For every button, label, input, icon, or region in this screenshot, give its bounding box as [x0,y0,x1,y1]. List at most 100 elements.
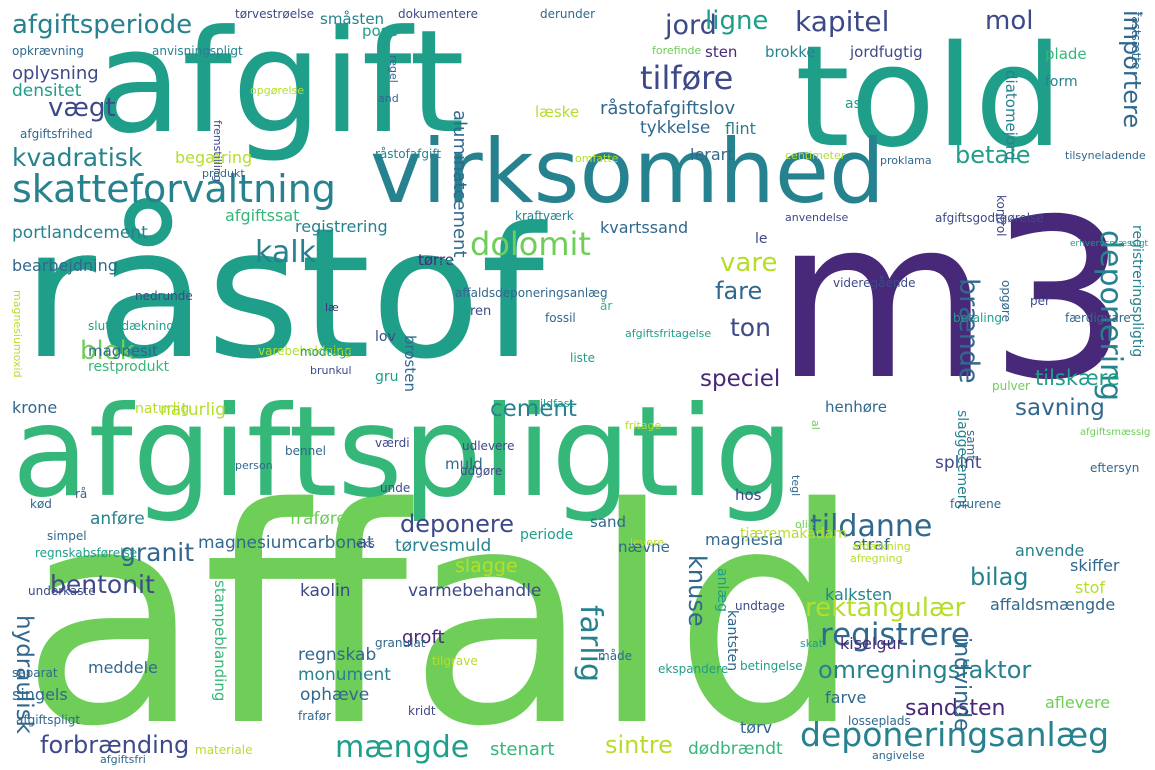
word-14: dolomit [470,225,591,263]
word-74: monument [298,665,391,685]
word-8: skatteforvaltning [12,167,336,211]
word-41: rektangulær [805,593,966,623]
word-51: bearbejdning [12,256,118,275]
word-141: kontrol [994,195,1008,237]
word-46: sandsten [905,696,1006,721]
word-68: fraføre [290,509,347,529]
word-115: periode [520,527,574,543]
word-9: afgiftsperiode [12,10,193,40]
word-80: stampeblanding [211,580,229,702]
word-54: aluminatcement [449,110,470,258]
word-105: pose [362,22,398,40]
word-98: sten [705,43,738,61]
word-84: stof [1075,578,1106,597]
word-200: afgiftsfri [100,753,146,766]
word-72: groft [402,627,445,648]
word-35: bentonit [50,570,155,599]
word-49: densitet [12,81,82,101]
word-143: art [437,256,454,270]
word-166: afgiftsmæssig [1080,427,1151,438]
word-196: afgiftspligt [16,713,81,727]
word-119: tjæremakadam [740,526,847,542]
word-50: portlandcement [12,223,148,243]
word-201: angivelse [872,749,925,762]
word-52: registrering [295,217,388,236]
word-99: brokke [765,43,816,61]
word-3: råstof [22,190,545,399]
word-171: udlevere [462,439,515,453]
word-152: fossil [545,311,576,325]
word-164: pulver [992,379,1030,393]
word-59: begæring [175,148,253,167]
word-153: ren [470,304,492,319]
word-42: omregningsfaktor [818,656,1032,684]
word-159: modtage [300,345,354,359]
word-10: deponeringsanlæg [800,715,1110,754]
word-16: tilføre [640,59,734,97]
word-114: nævne [618,538,670,556]
word-90: aflevere [1045,693,1111,712]
word-139: anvendelse [785,211,849,224]
word-154: læ [325,301,339,314]
word-174: rå [75,487,88,501]
word-89: farve [825,688,867,707]
word-185: afregning [850,552,903,565]
word-30: speciel [700,366,781,392]
word-155: nedrunde [135,289,193,303]
word-75: ophæve [300,685,370,705]
word-36: farlig [573,605,608,682]
word-197: frafør [298,709,332,723]
word-12: registrere [820,617,971,653]
word-123: opkrævning [12,44,84,58]
word-70: varmebehandle [408,581,542,601]
word-172: udgøre [460,464,503,478]
word-29: blok [80,336,135,366]
word-110: lov [375,329,396,345]
word-193: betingelse [740,659,803,673]
word-87: magnesia [705,530,784,549]
word-129: opgørelse [250,84,305,97]
word-100: jordfugtig [850,43,923,61]
word-124: anvisningspligt [152,44,243,58]
word-109: tørre [418,251,455,269]
word-151: år [600,299,613,313]
word-178: forurene [950,497,1002,511]
word-131: regel [387,55,400,83]
word-125: forefinde [652,44,702,57]
word-96: naturlig [135,401,190,417]
word-67: anføre [90,509,145,529]
word-157: magnesiumoxid [11,290,24,378]
word-53: kvartssand [600,218,689,237]
word-79: singels [12,685,68,704]
word-6: told [795,16,1064,179]
word-183: eks [356,537,375,550]
word-60: afgiftssat [225,206,300,225]
word-112: muld [445,455,483,473]
word-77: dødbrændt [688,739,783,759]
word-107: brosten [401,335,419,392]
word-37: knuse [683,555,711,627]
word-88: kalksten [825,585,893,604]
word-113: sand [590,513,627,531]
word-175: kød [30,497,52,511]
word-170: værdi [375,436,410,450]
word-65: magnesiumcarbonat [198,533,374,553]
word-180: levere [630,536,665,549]
word-40: bilag [970,563,1029,591]
word-33: tilskære [1035,366,1120,390]
word-69: slagge [455,555,518,577]
word-150: afgiftsfritagelse [625,327,712,340]
word-73: regnskab [298,645,377,665]
word-195: kridt [408,704,436,718]
word-162: ildfast [540,397,574,410]
word-97: småsten [320,10,385,28]
word-144: affaldsdeponeringsanlæg [455,286,608,300]
word-82: affaldsmængde [990,595,1116,614]
word-34: granit [120,538,195,567]
word-192: måde [598,649,633,663]
word-4: m3 [775,172,1130,428]
word-93: henhøre [825,398,887,416]
word-179: olie [795,518,815,531]
word-48: oplysning [12,63,99,84]
word-55: råstofafgiftslov [600,98,736,119]
